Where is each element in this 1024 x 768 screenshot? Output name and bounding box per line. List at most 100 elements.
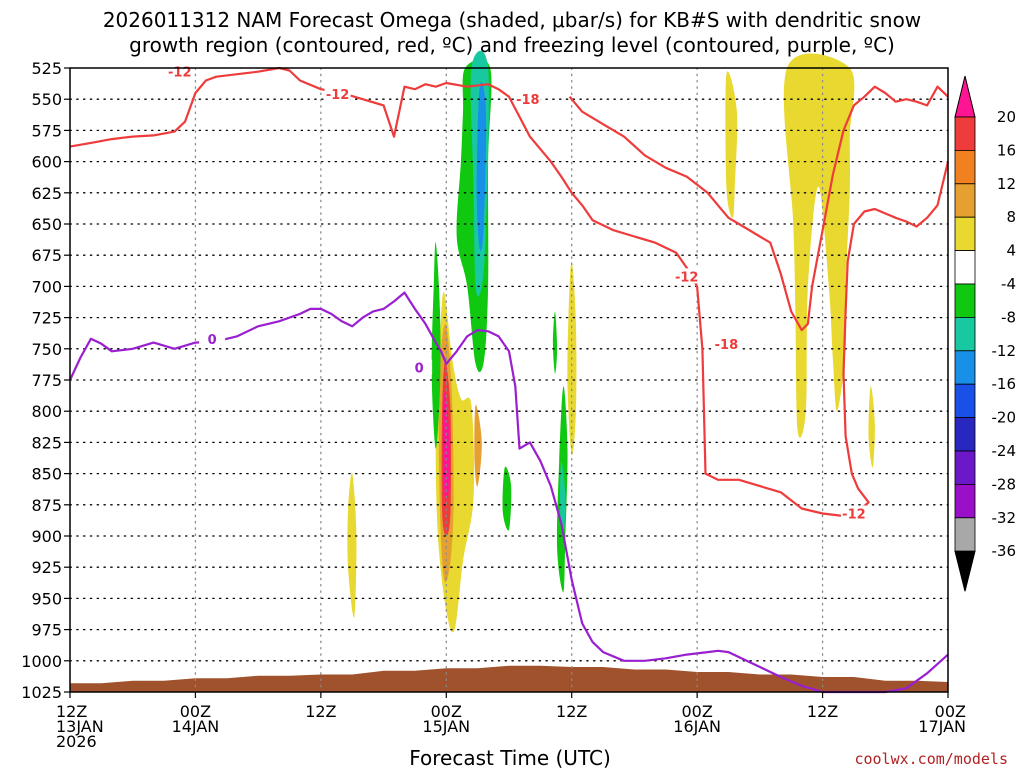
dgz-contour-label-0-2: -12 — [675, 270, 699, 285]
x-tick-label-72-1: 12Z — [807, 702, 838, 721]
colorbar-label-5: -4 — [1001, 275, 1016, 293]
dgz-contour-line-0 — [69, 66, 950, 518]
freezing-contour-label-bg-0-0 — [199, 330, 226, 346]
omega-shade-region-12 — [552, 311, 558, 374]
omega-shade-region-5 — [431, 242, 441, 449]
dgz-contour-label-1-0: -18 — [516, 93, 540, 108]
freezing-contour-label-bg-0-1 — [406, 359, 433, 375]
y-tick-label-1000: 1000 — [21, 652, 62, 671]
y-tick-label-600: 600 — [31, 153, 62, 172]
y-tick-label-800: 800 — [31, 402, 62, 421]
colorbar: 20 16 12 8 4 -4 -8 -12 -16 -20 -24 -28 -32 -36 — [954, 75, 1017, 592]
y-tick-label-750: 750 — [31, 340, 62, 359]
y-tick-label-575: 575 — [31, 121, 62, 140]
y-tick-label-975: 975 — [31, 621, 62, 640]
dgz-contour-label-bg-1-1 — [713, 335, 740, 351]
dgz-contour-label-bg-0-2 — [673, 268, 700, 284]
omega-shade-region-15 — [725, 71, 738, 218]
omega-shade-region-16 — [783, 53, 855, 438]
omega-shade-region-14 — [474, 404, 482, 487]
y-tick-label-850: 850 — [31, 465, 62, 484]
x-axis-title: Forecast Time (UTC) — [409, 746, 611, 768]
x-tick-label-0-1: 12Z — [56, 702, 87, 721]
colorbar-bin-9 — [954, 383, 976, 419]
terrain-surface — [70, 665, 948, 692]
y-tick-label-675: 675 — [31, 246, 62, 265]
colorbar-bin-7 — [954, 316, 976, 352]
omega-shade-region-11 — [560, 460, 566, 537]
colorbar-bin-1 — [954, 116, 976, 151]
omega-shade-region-8 — [476, 82, 487, 251]
x-tick-label-84-2: 17JAN — [918, 717, 966, 736]
colorbar-bin-6 — [954, 283, 976, 318]
colorbar-bin-8 — [954, 350, 976, 385]
colorbar-label-1: 16 — [997, 141, 1016, 159]
colorbar-label-2: 12 — [997, 175, 1016, 193]
freezing-contour-line-0 — [69, 291, 949, 694]
colorbar-bin-12 — [954, 483, 976, 519]
y-tick-label-525: 525 — [31, 59, 62, 78]
colorbar-label-0: 20 — [997, 108, 1016, 126]
colorbar-bin-10 — [954, 417, 976, 452]
y-tick-label-725: 725 — [31, 309, 62, 328]
colorbar-label-10: -24 — [992, 442, 1017, 460]
colorbar-label-4: 4 — [1006, 242, 1016, 260]
colorbar-label-13: -36 — [992, 542, 1017, 560]
colorbar-bottom-arrow — [954, 550, 976, 592]
y-tick-label-900: 900 — [31, 527, 62, 546]
chart-title-line-1: 2026011312 NAM Forecast Omega (shaded, μ… — [103, 8, 921, 32]
omega-shading-layer — [347, 50, 875, 633]
terrain-layer — [70, 665, 948, 692]
dgz-contour-label-0-3: -12 — [842, 508, 866, 523]
x-tick-label-12-2: 14JAN — [172, 717, 220, 736]
y-axis: 525 550 575 600 625 650 675 700 725 750 775 800 825 8… — [21, 59, 70, 702]
dgz-contour-label-bg-1-0 — [514, 91, 541, 107]
colorbar-label-3: 8 — [1006, 208, 1016, 226]
dgz-contour-label-1-1: -18 — [715, 338, 739, 353]
colorbar-label-6: -8 — [1001, 308, 1016, 326]
y-tick-label-825: 825 — [31, 433, 62, 452]
x-tick-label-0-2: 13JAN — [56, 717, 104, 736]
colorbar-bin-3 — [954, 183, 976, 218]
x-tick-label-36-1: 00Z — [431, 702, 462, 721]
dgz-contour-label-bg-0-1 — [324, 86, 351, 102]
colorbar-label-12: -32 — [992, 509, 1017, 527]
y-tick-label-775: 775 — [31, 371, 62, 390]
colorbar-bin-4 — [954, 216, 976, 251]
freezing-contour-label-0-1: 0 — [415, 362, 424, 377]
y-tick-label-925: 925 — [31, 558, 62, 577]
chart-title: 2026011312 NAM Forecast Omega (shaded, μ… — [103, 8, 921, 57]
omega-shade-region-17 — [868, 386, 875, 468]
dgz-contour-line-1 — [568, 85, 949, 332]
x-tick-label-36-2: 15JAN — [422, 717, 470, 736]
omega-shade-region-9 — [502, 466, 512, 531]
dgz-contour-label-0-0: -12 — [168, 66, 192, 81]
colorbar-bin-2 — [954, 149, 976, 185]
y-tick-label-875: 875 — [31, 496, 62, 515]
y-tick-label-1025: 1025 — [21, 683, 62, 702]
freezing-contour-label-0-0: 0 — [208, 333, 217, 348]
dgz-contour-label-bg-0-3 — [840, 505, 867, 521]
x-tick-label-84-1: 00Z — [935, 702, 966, 721]
y-tick-label-700: 700 — [31, 277, 62, 296]
colorbar-label-11: -28 — [992, 475, 1017, 493]
dgz-contour-label-0-1: -12 — [326, 88, 350, 103]
colorbar-bin-13 — [954, 517, 976, 552]
colorbar-top-arrow — [954, 75, 976, 118]
x-tick-label-60-1: 00Z — [681, 702, 712, 721]
colorbar-label-7: -12 — [992, 342, 1017, 360]
omega-shade-region-0 — [347, 473, 357, 618]
x-tick-label-0-3: 2026 — [56, 732, 97, 751]
y-tick-label-950: 950 — [31, 589, 62, 608]
contour-layer: -12 -12 -12 -12 -18 -18 0 0 — [69, 63, 950, 694]
x-tick-label-48-1: 12Z — [556, 702, 587, 721]
x-tick-label-60-2: 16JAN — [673, 717, 721, 736]
y-tick-label-550: 550 — [31, 90, 62, 109]
colorbar-bin-5 — [954, 250, 976, 285]
x-tick-label-24-1: 12Z — [305, 702, 336, 721]
y-tick-label-625: 625 — [31, 184, 62, 203]
y-tick-label-650: 650 — [31, 215, 62, 234]
credit-text: coolwx.com/models — [854, 750, 1008, 768]
